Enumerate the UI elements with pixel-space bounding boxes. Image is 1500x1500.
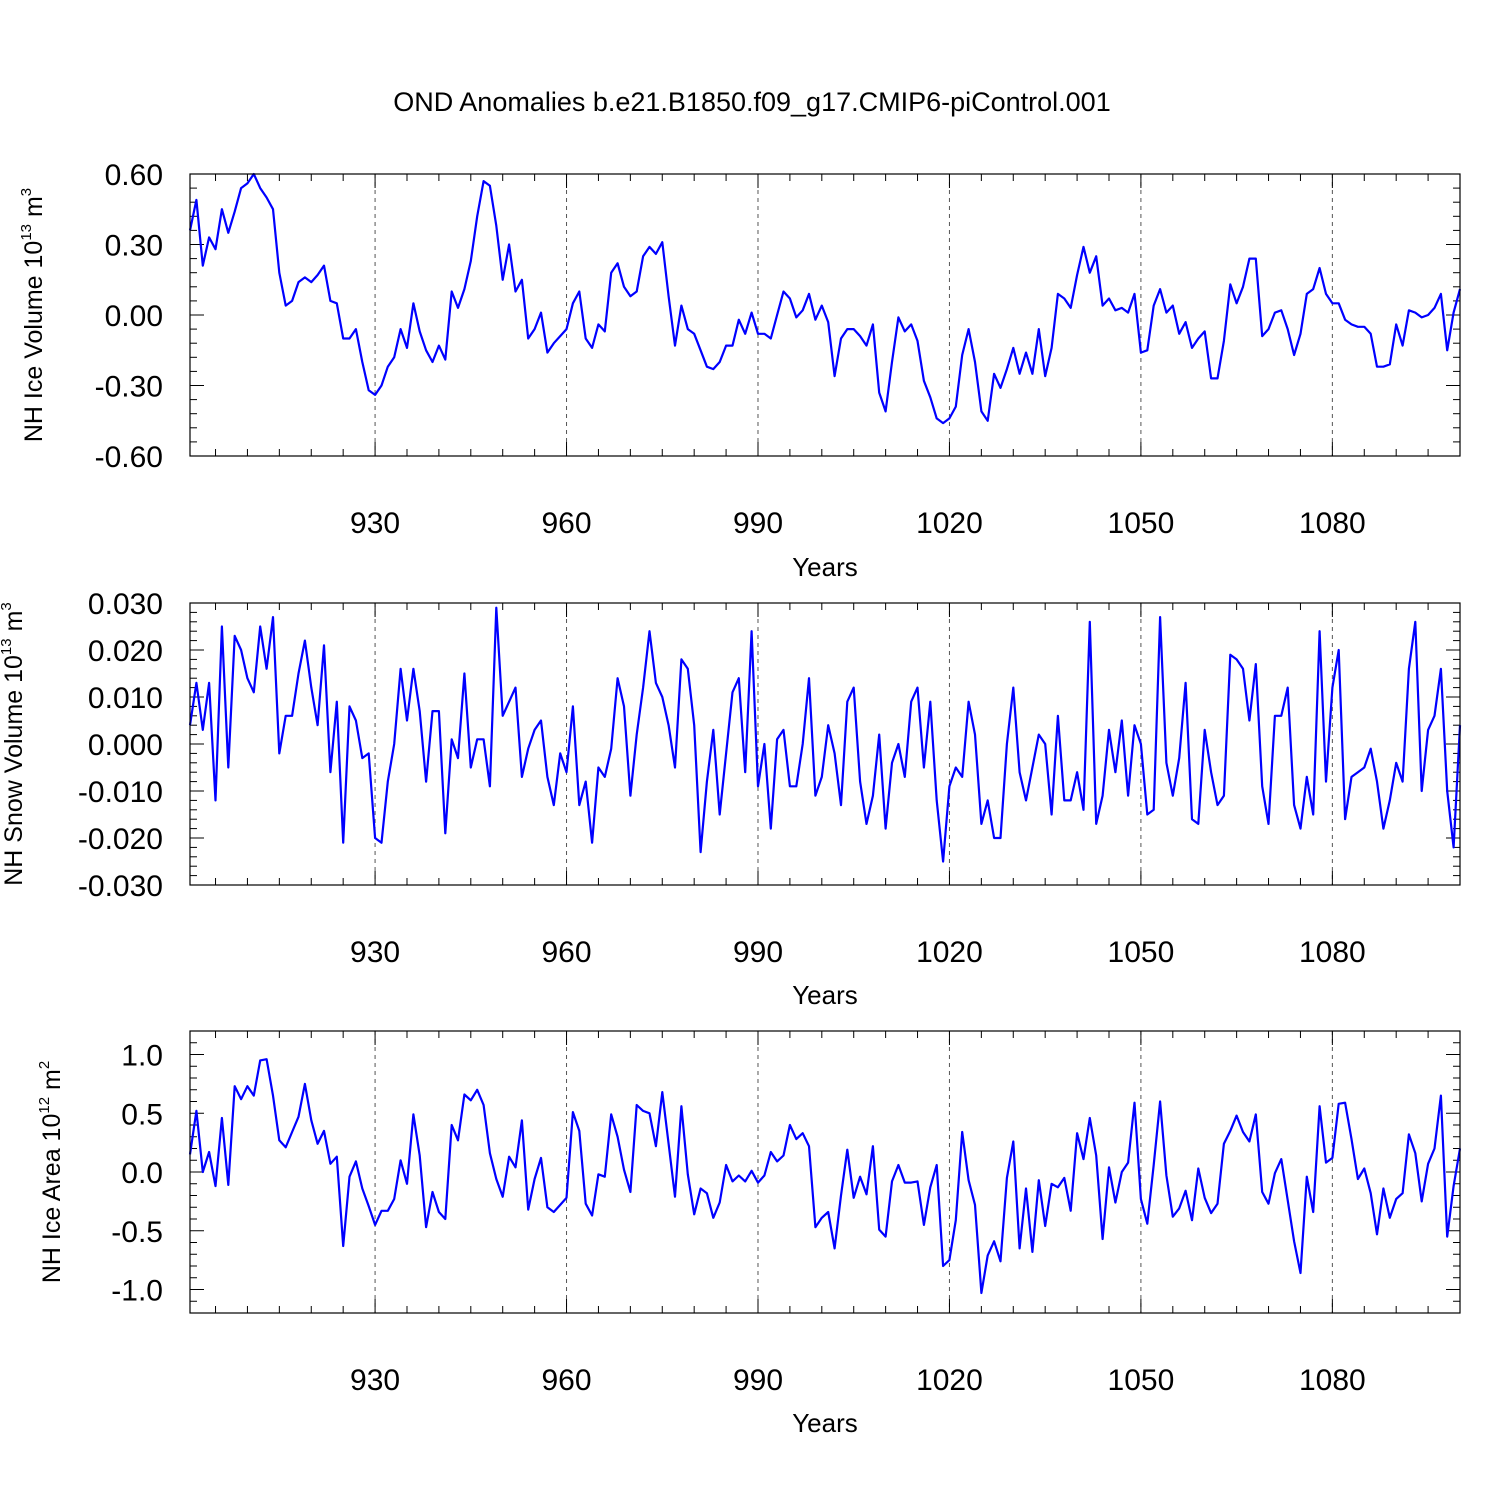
snow-volume-x-tick-label: 1020 (916, 936, 983, 969)
snow-volume-x-label: Years (792, 980, 858, 1010)
snow-volume-y-tick-label: -0.010 (78, 776, 163, 809)
snow-volume-x-tick-label: 1080 (1299, 936, 1366, 969)
ice-area-x-tick-label: 1050 (1108, 1364, 1175, 1397)
ice-area-plot-frame (189, 1030, 1461, 1314)
ice-area-x-tick-label: 990 (733, 1364, 783, 1397)
ice-volume-y-tick-label: 0.00 (105, 300, 163, 333)
panel-ice-volume: NH Ice Volume 1013 m3 Years 930 960 990 102… (18, 159, 1462, 582)
ice-volume-series-line (188, 172, 1462, 425)
ice-volume-x-tick-label: 1080 (1299, 507, 1366, 540)
ice-area-y-tick-label: 0.0 (121, 1157, 163, 1190)
ice-volume-y-label: NH Ice Volume 1013 m3 (18, 188, 48, 442)
ice-volume-x-tick-label: 1020 (916, 507, 983, 540)
chart-title: OND Anomalies b.e21.B1850.f09_g17.CMIP6-… (393, 87, 1110, 117)
ice-volume-plot-frame (189, 173, 1461, 457)
ice-area-x-tick-label: 1020 (916, 1364, 983, 1397)
ice-volume-y-tick-label: 0.30 (105, 230, 163, 263)
ice-area-x-label: Years (792, 1408, 858, 1438)
snow-volume-y-tick-label: 0.030 (88, 588, 163, 621)
panel-ice-area: NH Ice Area 1012 m2 Years 930 960 990 1020 1… (36, 1030, 1462, 1438)
snow-volume-series-line (188, 606, 1462, 863)
snow-volume-y-label: NH Snow Volume 1013 m3 (0, 602, 28, 886)
ice-area-y-tick-label: -0.5 (111, 1216, 163, 1249)
snow-volume-y-tick-label: 0.020 (88, 635, 163, 668)
ice-volume-x-tick-label: 1050 (1108, 507, 1175, 540)
snow-volume-x-tick-label: 1050 (1108, 936, 1175, 969)
snow-volume-y-tick-label: 0.000 (88, 729, 163, 762)
ice-area-y-tick-label: -1.0 (111, 1275, 163, 1308)
ice-volume-x-tick-label: 990 (733, 507, 783, 540)
ice-volume-y-tick-label: 0.60 (105, 159, 163, 192)
snow-volume-y-tick-label: -0.020 (78, 823, 163, 856)
ice-volume-y-tick-label: -0.60 (95, 441, 163, 474)
ice-volume-x-tick-label: 960 (542, 507, 592, 540)
ice-area-y-label: NH Ice Area 1012 m2 (36, 1061, 66, 1283)
snow-volume-plot-frame (189, 602, 1461, 886)
snow-volume-y-tick-label: 0.010 (88, 682, 163, 715)
snow-volume-x-tick-label: 990 (733, 936, 783, 969)
ice-area-x-tick-label: 930 (350, 1364, 400, 1397)
panel-snow-volume: NH Snow Volume 1013 m3 Years 930 960 990 10… (0, 588, 1462, 1010)
ice-volume-x-tick-label: 930 (350, 507, 400, 540)
ice-area-y-tick-label: 0.5 (121, 1098, 163, 1131)
ice-volume-y-tick-label: -0.30 (95, 371, 163, 404)
ice-area-x-tick-label: 960 (542, 1364, 592, 1397)
ice-area-y-tick-label: 1.0 (121, 1040, 163, 1073)
snow-volume-y-tick-label: -0.030 (78, 870, 163, 903)
snow-volume-x-tick-label: 930 (350, 936, 400, 969)
snow-volume-x-tick-label: 960 (542, 936, 592, 969)
ice-volume-x-label: Years (792, 552, 858, 582)
ice-area-series-line (188, 1058, 1462, 1295)
ice-area-x-tick-label: 1080 (1299, 1364, 1366, 1397)
